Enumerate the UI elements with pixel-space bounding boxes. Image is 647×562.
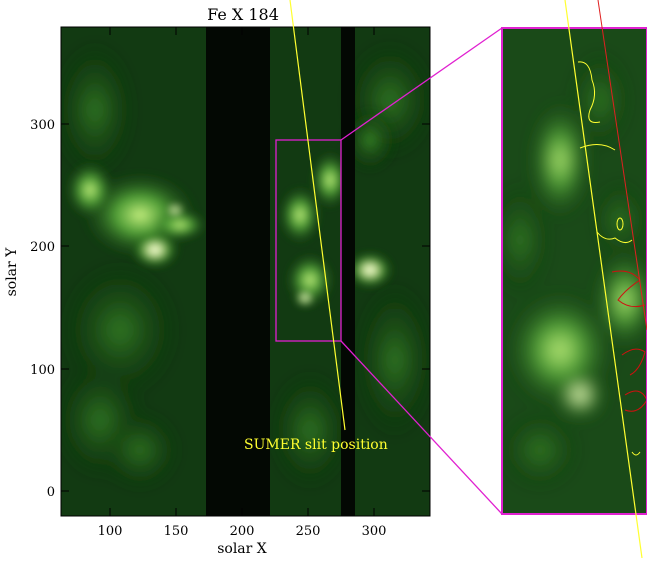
contour-yellow (579, 144, 616, 151)
x-tick-label: 150 (164, 524, 189, 539)
main-frame (60, 26, 431, 517)
contour-yellow (577, 61, 601, 123)
slit-line-zoom (564, 0, 643, 559)
contour-yellow (616, 217, 624, 231)
x-tick-label: 200 (230, 524, 255, 539)
x-tick-label: 300 (362, 524, 387, 539)
x-tick-label: 100 (98, 524, 123, 539)
contour-red (624, 390, 647, 412)
axis-ticks (61, 27, 430, 516)
zoom-frame (501, 27, 647, 515)
x-tick-label: 250 (296, 524, 321, 539)
y-tick-label: 300 (30, 118, 55, 133)
y-tick-label: 100 (30, 363, 55, 378)
x-axis-label: solar X (217, 541, 267, 557)
figure-title: Fe X 184 (207, 5, 279, 24)
zoom-connector-lines (340, 27, 503, 515)
slit-annotation: SUMER slit position (244, 437, 388, 453)
contour-yellow (631, 451, 641, 456)
zoom-image (502, 28, 647, 514)
red-line-zoom (597, 0, 647, 331)
slit-line-main (289, 0, 346, 431)
contour-red (621, 348, 646, 376)
contour-red (611, 270, 646, 308)
main-image (61, 27, 430, 516)
y-axis-label: solar Y (4, 247, 20, 297)
contour-yellow (596, 231, 633, 244)
y-tick-label: 0 (47, 485, 55, 500)
y-tick-label: 200 (30, 240, 55, 255)
